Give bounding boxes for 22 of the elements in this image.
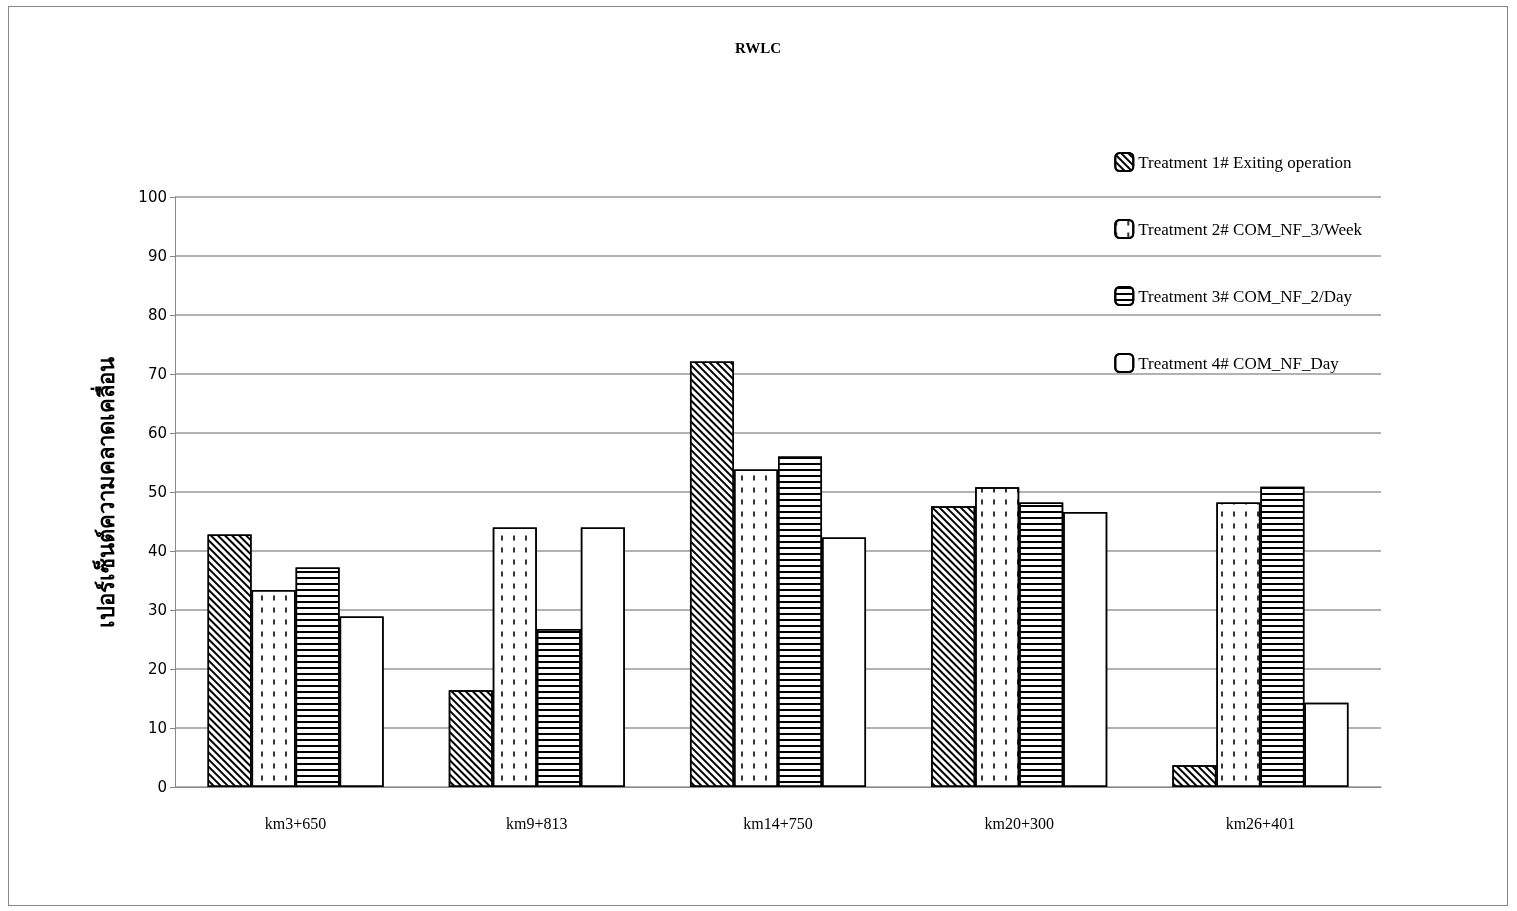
y-tick-label: 30 (147, 601, 167, 619)
x-tick-label: km20+300 (984, 814, 1054, 832)
chart-title: RWLC (734, 39, 782, 56)
x-tick-label: km26+401 (1225, 814, 1296, 832)
y-tick-label: 10 (147, 719, 167, 737)
y-tick-label: 70 (147, 365, 167, 383)
legend-label: Treatment 3# COM_NF_2/Day (1138, 286, 1353, 306)
y-axis-title: เปอร์เซ็นต์ความคลาดเคลื่อน (89, 356, 119, 628)
y-tick-label: 0 (157, 778, 167, 796)
y-tick-label: 40 (147, 542, 167, 560)
y-tick-label: 50 (147, 483, 167, 501)
x-tick-label: km3+650 (264, 814, 327, 832)
legend-label: Treatment 1# Exiting operation (1138, 152, 1353, 172)
legend-label: Treatment 4# COM_NF_Day (1138, 353, 1340, 373)
y-tick-label: 90 (147, 247, 167, 265)
x-tick-label: km9+813 (506, 814, 568, 832)
y-tick-label: 100 (138, 188, 167, 206)
y-tick-label: 60 (147, 424, 167, 442)
y-tick-label: 80 (147, 306, 167, 324)
y-tick-label: 20 (147, 660, 167, 678)
legend-label: Treatment 2# COM_NF_3/Week (1138, 219, 1363, 239)
x-tick-label: km14+750 (743, 814, 813, 832)
